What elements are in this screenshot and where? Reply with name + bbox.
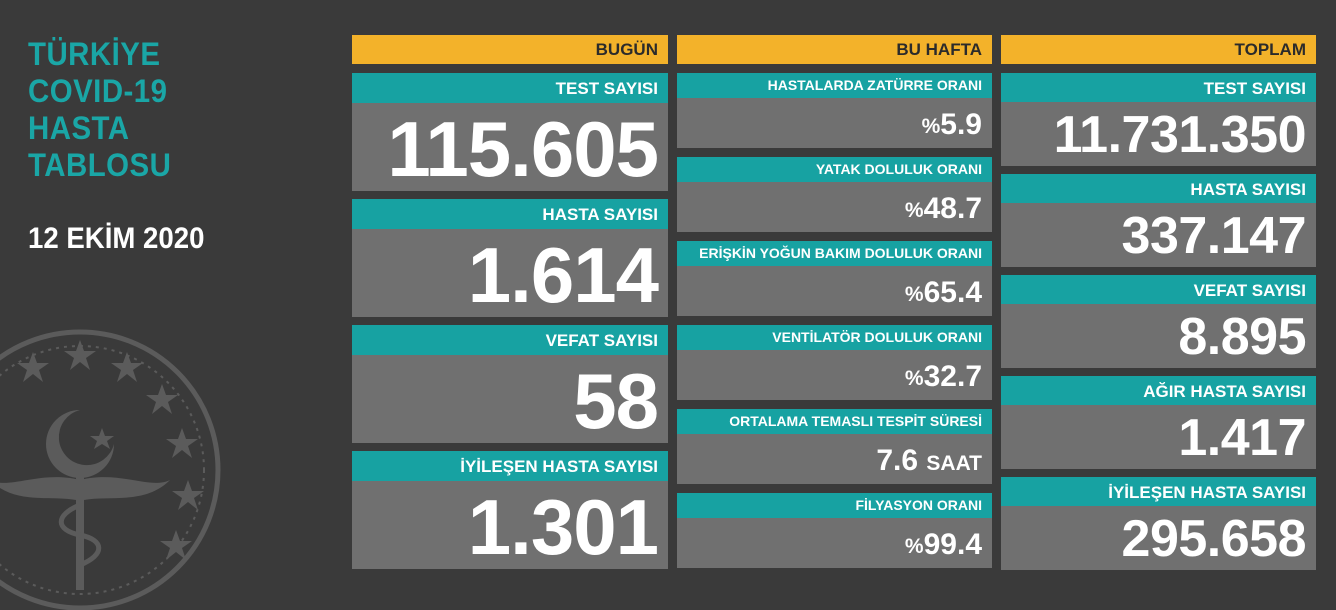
- stat-value: 1.614: [352, 229, 668, 319]
- rate-value: %5.9: [677, 98, 992, 148]
- rate-label: HASTALARDA ZATÜRRE ORANI: [677, 73, 992, 98]
- stat-label: HASTA SAYISI: [352, 199, 668, 229]
- rate-number: 65.4: [923, 276, 982, 309]
- percent-sign: %: [904, 535, 924, 558]
- percent-sign: %: [921, 115, 941, 138]
- ventilator-occupancy-block: VENTİLATÖR DOLULUK ORANI %32.7: [677, 325, 992, 400]
- rate-number: 7.6: [876, 444, 919, 477]
- percent-sign: %: [904, 199, 924, 222]
- rate-label: VENTİLATÖR DOLULUK ORANI: [677, 325, 992, 350]
- page-title: TÜRKİYE COVID-19 HASTA TABLOSU: [28, 36, 184, 184]
- rate-value: 7.6 SAAT: [677, 434, 992, 484]
- stat-value: 8.895: [1001, 304, 1316, 368]
- percent-sign: %: [904, 283, 924, 306]
- title-line: COVID-19: [28, 73, 168, 109]
- rate-label: ERİŞKİN YOĞUN BAKIM DOLULUK ORANI: [677, 241, 992, 266]
- rate-number: 32.7: [923, 360, 982, 393]
- total-test-block: TEST SAYISI 11.731.350: [1001, 73, 1316, 166]
- rate-value: %32.7: [677, 350, 992, 400]
- stat-label: İYİLEŞEN HASTA SAYISI: [352, 451, 668, 481]
- rate-label: YATAK DOLULUK ORANI: [677, 157, 992, 182]
- title-line: TÜRKİYE: [28, 36, 161, 72]
- stat-value: 1.301: [352, 481, 668, 571]
- stat-label: HASTA SAYISI: [1001, 174, 1316, 203]
- today-test-block: TEST SAYISI 115.605: [352, 73, 668, 193]
- rate-label: FİLYASYON ORANI: [677, 493, 992, 518]
- total-critical-block: AĞIR HASTA SAYISI 1.417: [1001, 376, 1316, 469]
- stat-value: 1.417: [1001, 405, 1316, 469]
- today-deaths-block: VEFAT SAYISI 58: [352, 325, 668, 445]
- this-week-column: BU HAFTA HASTALARDA ZATÜRRE ORANI %5.9 Y…: [677, 35, 992, 568]
- total-deaths-block: VEFAT SAYISI 8.895: [1001, 275, 1316, 368]
- today-recovered-block: İYİLEŞEN HASTA SAYISI 1.301: [352, 451, 668, 571]
- stat-label: TEST SAYISI: [1001, 73, 1316, 102]
- stat-label: AĞIR HASTA SAYISI: [1001, 376, 1316, 405]
- stat-label: VEFAT SAYISI: [352, 325, 668, 355]
- rate-label: ORTALAMA TEMASLI TESPİT SÜRESİ: [677, 409, 992, 434]
- contact-detection-time-block: ORTALAMA TEMASLI TESPİT SÜRESİ 7.6 SAAT: [677, 409, 992, 484]
- stat-value: 115.605: [352, 103, 668, 193]
- filiation-rate-block: FİLYASYON ORANI %99.4: [677, 493, 992, 568]
- stat-value: 58: [352, 355, 668, 445]
- total-recovered-block: İYİLEŞEN HASTA SAYISI 295.658: [1001, 477, 1316, 570]
- today-column: BUGÜN TEST SAYISI 115.605 HASTA SAYISI 1…: [352, 35, 668, 571]
- stat-label: İYİLEŞEN HASTA SAYISI: [1001, 477, 1316, 506]
- total-cases-block: HASTA SAYISI 337.147: [1001, 174, 1316, 267]
- today-cases-block: HASTA SAYISI 1.614: [352, 199, 668, 319]
- title-line: TABLOSU: [28, 147, 172, 183]
- pneumonia-rate-block: HASTALARDA ZATÜRRE ORANI %5.9: [677, 73, 992, 148]
- title-line: HASTA: [28, 110, 130, 146]
- rate-number: 99.4: [923, 528, 982, 561]
- today-header: BUGÜN: [352, 35, 668, 64]
- total-column: TOPLAM TEST SAYISI 11.731.350 HASTA SAYI…: [1001, 35, 1316, 570]
- rate-number: 48.7: [923, 192, 982, 225]
- stat-value: 337.147: [1001, 203, 1316, 267]
- total-header: TOPLAM: [1001, 35, 1316, 64]
- icu-occupancy-block: ERİŞKİN YOĞUN BAKIM DOLULUK ORANI %65.4: [677, 241, 992, 316]
- stat-value: 295.658: [1001, 506, 1316, 570]
- rate-number: 5.9: [940, 108, 982, 141]
- stat-label: VEFAT SAYISI: [1001, 275, 1316, 304]
- ministry-of-health-emblem-icon: [0, 329, 221, 610]
- unit-label: SAAT: [926, 452, 982, 475]
- this-week-header: BU HAFTA: [677, 35, 992, 64]
- rate-value: %48.7: [677, 182, 992, 232]
- rate-value: %99.4: [677, 518, 992, 568]
- rate-value: %65.4: [677, 266, 992, 316]
- stat-label: TEST SAYISI: [352, 73, 668, 103]
- bed-occupancy-block: YATAK DOLULUK ORANI %48.7: [677, 157, 992, 232]
- stat-value: 11.731.350: [1001, 102, 1316, 166]
- report-date: 12 EKİM 2020: [28, 222, 205, 255]
- percent-sign: %: [904, 367, 924, 390]
